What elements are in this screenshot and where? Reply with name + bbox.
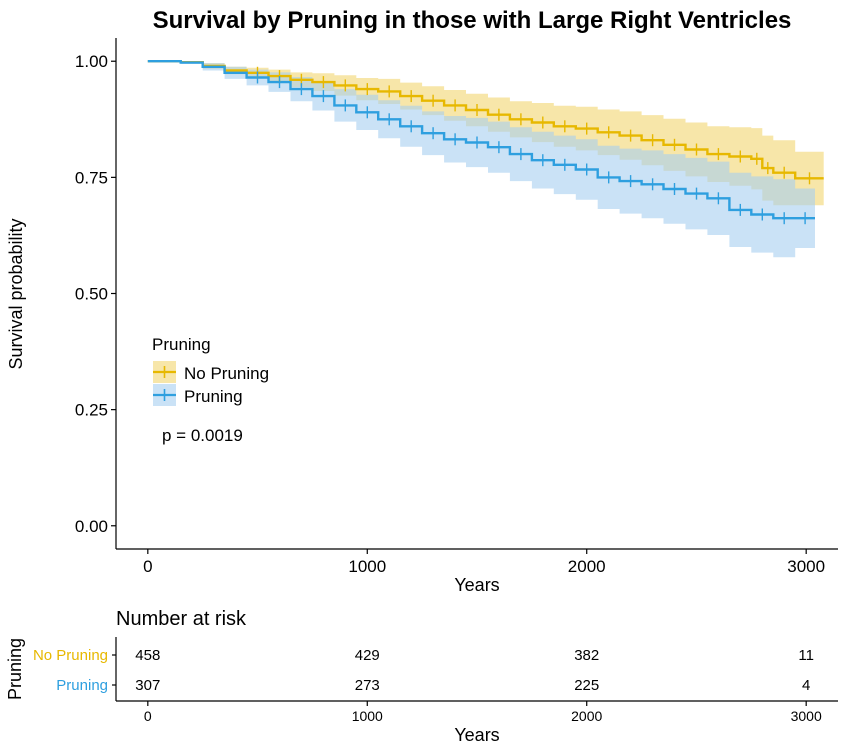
y-ticks: 0.00 0.25 0.50 0.75 1.00 bbox=[75, 52, 116, 536]
risk-row-label-no-pruning: No Pruning bbox=[33, 647, 108, 664]
x-tick-label: 2000 bbox=[568, 557, 606, 576]
x-tick-label: 0 bbox=[143, 557, 152, 576]
risk-table-x-ticks: 0 1000 2000 3000 bbox=[144, 701, 822, 724]
survival-curve-pruning bbox=[147, 60, 815, 220]
y-tick-label: 0.25 bbox=[75, 401, 108, 420]
risk-table-y-label: Pruning bbox=[5, 638, 25, 700]
risk-x-tick-label: 1000 bbox=[352, 708, 383, 724]
x-axis-label: Years bbox=[454, 575, 499, 595]
risk-count-pruning: 307 bbox=[135, 677, 160, 694]
x-ticks: 0 1000 2000 3000 bbox=[143, 549, 825, 576]
risk-x-tick-label: 3000 bbox=[791, 708, 822, 724]
chart-title: Survival by Pruning in those with Large … bbox=[153, 7, 792, 34]
risk-count-no-pruning: 382 bbox=[574, 647, 599, 664]
legend-label-pruning: Pruning bbox=[184, 387, 243, 406]
y-tick-label: 0.50 bbox=[75, 285, 108, 304]
risk-x-tick-label: 2000 bbox=[571, 708, 602, 724]
risk-count-no-pruning: 429 bbox=[355, 647, 380, 664]
risk-x-tick-label: 0 bbox=[144, 708, 152, 724]
legend-item-no-pruning: No Pruning bbox=[153, 361, 269, 383]
risk-count-no-pruning: 458 bbox=[135, 647, 160, 664]
confidence-bands bbox=[147, 61, 824, 258]
legend-item-pruning: Pruning bbox=[153, 384, 243, 406]
km-plot-area: 0.00 0.25 0.50 0.75 1.00 0 1000 2000 3000 Years… bbox=[6, 38, 838, 595]
censor-marks bbox=[256, 66, 811, 225]
y-axis-label: Survival probability bbox=[6, 218, 26, 369]
y-tick-label: 0.75 bbox=[75, 168, 108, 187]
risk-table: Number at risk Pruning No Pruning 458 429 3… bbox=[5, 608, 838, 745]
ci-band-no-pruning bbox=[147, 61, 824, 206]
y-tick-label: 0.00 bbox=[75, 517, 108, 536]
legend: Pruning No Pruning Pruning bbox=[152, 335, 269, 406]
risk-count-pruning: 225 bbox=[574, 677, 599, 694]
y-tick-label: 1.00 bbox=[75, 52, 108, 71]
risk-count-pruning: 4 bbox=[802, 677, 810, 694]
ci-band-pruning bbox=[147, 61, 816, 258]
risk-table-title: Number at risk bbox=[116, 608, 247, 630]
x-tick-label: 1000 bbox=[348, 557, 386, 576]
risk-table-x-label: Years bbox=[454, 725, 499, 745]
risk-table-rows: No Pruning 458 429 382 11 Pruning 307 273 225 4 bbox=[33, 647, 814, 694]
risk-row-label-pruning: Pruning bbox=[56, 677, 108, 694]
legend-label-no-pruning: No Pruning bbox=[184, 364, 269, 383]
risk-count-no-pruning: 11 bbox=[798, 647, 814, 664]
legend-title: Pruning bbox=[152, 335, 211, 354]
risk-count-pruning: 273 bbox=[355, 677, 380, 694]
x-tick-label: 3000 bbox=[787, 557, 825, 576]
p-value-annotation: p = 0.0019 bbox=[162, 426, 243, 445]
